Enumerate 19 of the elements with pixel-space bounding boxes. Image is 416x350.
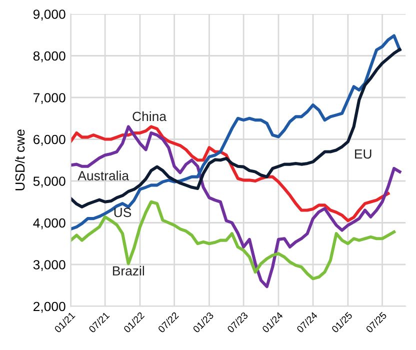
- line-series: [70, 125, 390, 222]
- series-label: EU: [355, 149, 372, 159]
- y-tick-label: 2,000: [34, 302, 66, 313]
- line-series: [70, 34, 402, 231]
- line-series: [70, 200, 396, 280]
- series-label: China: [132, 111, 167, 122]
- series-label: Australia: [78, 170, 130, 180]
- y-tick-label: 4,000: [33, 218, 66, 230]
- y-tick-label: 8,000: [33, 51, 66, 62]
- line-series: [70, 48, 402, 208]
- y-tick-label: 6,000: [34, 134, 66, 146]
- series-label: US: [114, 208, 132, 218]
- y-tick-label: 9,000: [33, 10, 66, 20]
- y-axis-title: USD/t cwe: [14, 130, 25, 190]
- line-series: [70, 125, 402, 288]
- y-tick-label: 3,000: [33, 260, 66, 271]
- y-tick-label: 7,000: [34, 93, 66, 104]
- series-label: Brazil: [112, 266, 144, 276]
- y-tick-label: 5,000: [33, 176, 66, 188]
